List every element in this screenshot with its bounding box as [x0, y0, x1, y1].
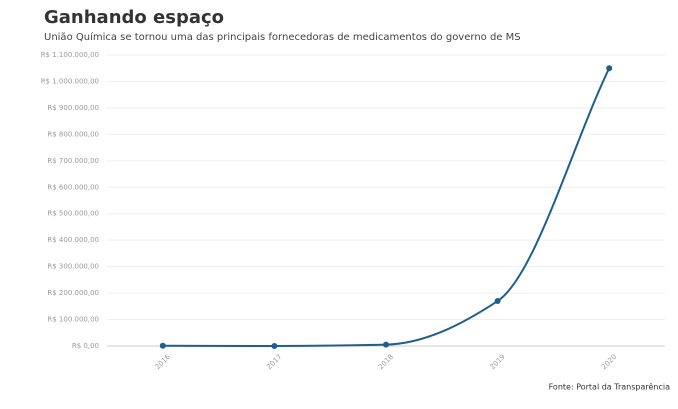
- y-tick-label: R$ 400.000,00: [47, 236, 99, 244]
- point: [271, 343, 278, 349]
- x-tick-label: 2019: [488, 353, 506, 371]
- y-tick-label: R$ 900.000,00: [47, 104, 99, 112]
- x-tick-label: 2016: [154, 352, 173, 371]
- source-note: Fonte: Portal da Transparência: [549, 382, 670, 392]
- line: [162, 67, 611, 348]
- x-tick-label: 2020: [600, 353, 618, 371]
- y-tick-label: R$ 500.000,00: [47, 210, 99, 218]
- y-tick-label: R$ 800.000,00: [47, 130, 99, 138]
- y-tick-label: R$ 600.000,00: [47, 183, 99, 191]
- y-tick-label: R$ 700.000,00: [47, 157, 99, 165]
- point: [606, 65, 613, 72]
- y-tick-label: R$ 200.000,00: [47, 289, 99, 297]
- chart-subtitle: União Química se tornou uma das principa…: [44, 31, 521, 43]
- x-tick-label: 2017: [265, 353, 283, 371]
- y-tick-label: R$ 0,00: [72, 342, 99, 350]
- chart-title: Ganhando espaço: [44, 7, 224, 28]
- point: [494, 298, 501, 305]
- point: [159, 342, 166, 349]
- point: [383, 341, 389, 348]
- y-tick-label: R$ 300.000,00: [47, 263, 99, 271]
- x-tick-label: 2018: [377, 353, 395, 371]
- y-tick-label: R$ 100.000,00: [47, 316, 99, 324]
- y-tick-label: R$ 1.100.000,00: [41, 51, 99, 59]
- y-tick-label: R$ 1.000.000,00: [41, 77, 99, 85]
